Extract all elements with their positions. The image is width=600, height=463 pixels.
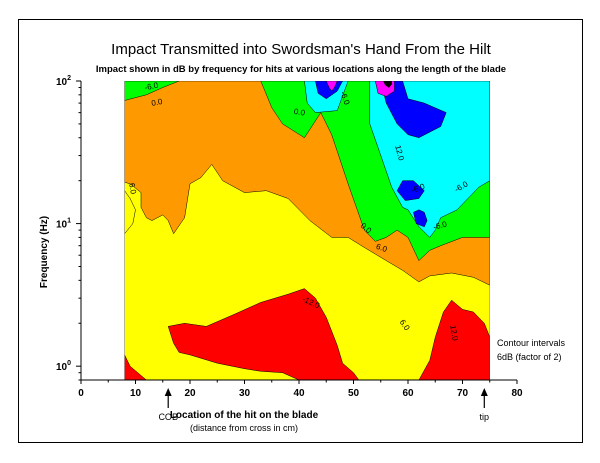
- contour-region-15: [167, 288, 360, 380]
- y-tick-label-0: 100: [56, 360, 71, 373]
- x-tick-label-1: 10: [130, 388, 142, 399]
- contour-label-10: 6.0: [375, 242, 389, 254]
- contour-region-13: [383, 81, 392, 88]
- plot-area: -6.00.06.00.0-6.012.0-6.0 -6.00.0 -6.06.0-…: [124, 81, 490, 380]
- y-tick-label-1: 101: [56, 218, 71, 231]
- contour-region-2: [124, 190, 136, 234]
- contour-label-3: 0.0: [293, 107, 306, 118]
- x-axis-sublabel: (distance from cross in cm): [190, 423, 298, 433]
- x-tick-label-5: 50: [348, 388, 360, 399]
- contour-region-3: [124, 81, 180, 101]
- y-tick-label-2: 102: [56, 75, 71, 88]
- x-tick-label-6: 60: [402, 388, 414, 399]
- x-tick-label-3: 30: [239, 388, 251, 399]
- contour-label-0: -6.0: [144, 81, 160, 93]
- chart-frame: Impact Transmitted into Swordsman's Hand…: [18, 19, 583, 443]
- chart-title: Impact Transmitted into Swordsman's Hand…: [111, 41, 491, 58]
- x-tick-label-0: 0: [78, 388, 84, 399]
- contour-regions: -6.00.06.00.0-6.012.0-6.0 -6.00.0 -6.06.0-…: [124, 81, 490, 380]
- x-tick-label-2: 20: [184, 388, 196, 399]
- contour-region-8: [380, 81, 447, 138]
- contour-region-11: [326, 81, 338, 92]
- tip-marker: [480, 388, 488, 408]
- x-axis-label: Location of the hit on the blade: [170, 410, 319, 421]
- contour-label-9: -6.0: [432, 219, 448, 231]
- chart-subtitle: Impact shown in dB by frequency for hits…: [96, 64, 506, 75]
- contour-label-1: 0.0: [151, 97, 164, 108]
- contour-chart: Impact Transmitted into Swordsman's Hand…: [39, 41, 566, 433]
- axes: 0 10 20 30 40 50 60 70 80 100 101 102 COB tip: [56, 75, 523, 422]
- note-line-2: 6dB (factor of 2): [497, 352, 562, 362]
- contour-region-7: [315, 81, 343, 100]
- y-axis-label: Frequency (Hz): [39, 216, 50, 288]
- contour-region-9: [396, 180, 425, 201]
- contour-label-5: 12.0: [393, 144, 406, 162]
- x-tick-label-7: 70: [457, 388, 469, 399]
- cob-marker-label: COB: [158, 412, 178, 422]
- x-tick-label-4: 40: [293, 388, 305, 399]
- contour-label-2: 6.0: [127, 182, 138, 195]
- contour-region-16: [418, 299, 490, 380]
- tip-marker-label: tip: [480, 412, 490, 422]
- contour-region-14: [124, 354, 147, 380]
- note-line-1: Contour intervals: [497, 338, 566, 348]
- contour-region-10: [413, 209, 428, 228]
- x-tick-label-8: 80: [511, 388, 523, 399]
- contour-label-13: 12.0: [448, 324, 460, 341]
- cob-marker: [164, 388, 172, 408]
